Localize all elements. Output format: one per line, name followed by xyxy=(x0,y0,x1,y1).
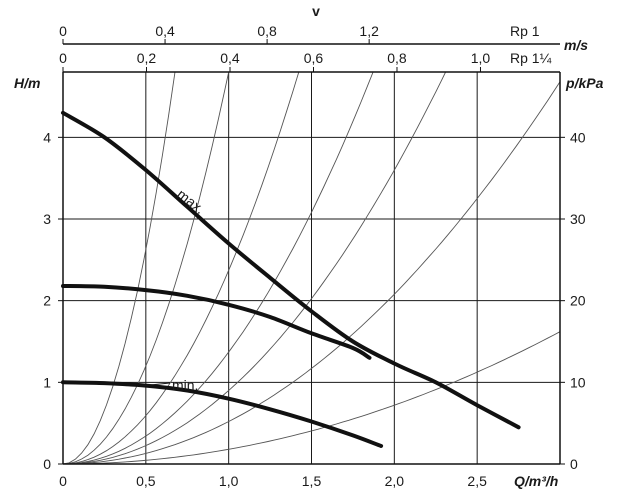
system-curves xyxy=(62,71,561,465)
y-axis-right-label: p/kPa xyxy=(565,75,604,91)
x-tick-label: 1,0 xyxy=(219,473,239,489)
y-tick-label-left: 2 xyxy=(43,293,51,309)
y-tick-label-left: 0 xyxy=(43,456,51,472)
pump-curve-1 xyxy=(61,110,521,430)
top-axis-unit: m/s xyxy=(564,37,588,53)
system-curve xyxy=(62,81,561,465)
top-tick-label-rp114: 0,6 xyxy=(304,50,324,66)
y-tick-label-right: 30 xyxy=(570,211,586,227)
pump-curve-2 xyxy=(61,284,372,360)
x-tick-label: 0 xyxy=(59,473,67,489)
top-tick-label-rp1: 0 xyxy=(59,23,67,39)
x-tick-label: 0,5 xyxy=(136,473,156,489)
pump-curve-3 xyxy=(61,380,384,448)
x-tick-label: 1,5 xyxy=(302,473,322,489)
top-tick-label-rp114: 0,8 xyxy=(387,50,407,66)
y-tick-label-right: 40 xyxy=(570,129,586,145)
top-scale-2-name: Rp 1¼ xyxy=(510,50,552,66)
y-tick-label-left: 3 xyxy=(43,211,51,227)
system-curve xyxy=(62,71,176,465)
top-tick-label-rp1: 0,4 xyxy=(155,23,175,39)
y-tick-label-right: 20 xyxy=(570,293,586,309)
top-tick-label-rp114: 0,2 xyxy=(137,50,157,66)
system-curve xyxy=(63,331,561,465)
top-tick-label-rp114: 0,4 xyxy=(220,50,240,66)
system-curve xyxy=(62,71,447,465)
system-curve xyxy=(62,71,374,465)
top-tick-label-rp114: 0 xyxy=(59,50,67,66)
x-axis-label: Q/m³/h xyxy=(514,473,558,489)
pump-curves xyxy=(61,110,521,448)
y-tick-label-right: 10 xyxy=(570,374,586,390)
top-tick-label-rp1: 0,8 xyxy=(257,23,277,39)
top-axis-title: v xyxy=(312,3,320,19)
grid-lines xyxy=(63,72,560,464)
top-tick-label-rp114: 1,0 xyxy=(471,50,491,66)
x-tick-label: 2,0 xyxy=(385,473,405,489)
x-tick-label: 2,5 xyxy=(467,473,487,489)
system-curve xyxy=(62,71,230,465)
y-axis-left-label: H/m xyxy=(14,75,40,91)
y-tick-label-left: 4 xyxy=(43,129,51,145)
top-scale-1-name: Rp 1 xyxy=(510,23,540,39)
y-tick-label-right: 0 xyxy=(570,456,578,472)
annotation-min-leader xyxy=(139,382,171,387)
annotation-min: min. xyxy=(172,377,198,393)
top-tick-label-rp1: 1,2 xyxy=(359,23,379,39)
y-tick-label-left: 1 xyxy=(43,374,51,390)
system-curve xyxy=(62,71,300,465)
